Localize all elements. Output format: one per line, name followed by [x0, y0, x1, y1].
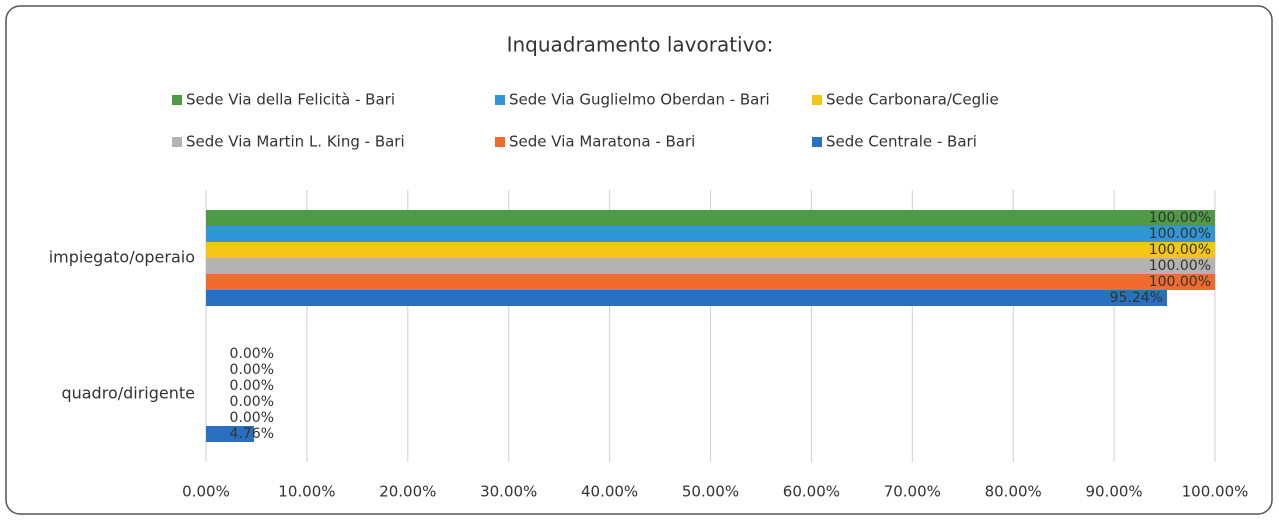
x-tick-label: 50.00% — [682, 483, 739, 501]
x-tick-label: 10.00% — [278, 483, 335, 501]
x-tick-label: 30.00% — [480, 483, 537, 501]
value-label: 100.00% — [1149, 274, 1211, 290]
value-label: 4.76% — [230, 426, 274, 442]
chart-border — [5, 5, 1273, 515]
value-label: 100.00% — [1149, 226, 1211, 242]
value-label: 0.00% — [230, 346, 274, 362]
legend-label: Sede Carbonara/Ceglie — [826, 91, 999, 109]
legend-swatch — [172, 137, 182, 147]
bar — [206, 290, 1167, 306]
y-tick-label: quadro/dirigente — [61, 384, 195, 403]
x-tick-label: 20.00% — [379, 483, 436, 501]
value-label: 0.00% — [230, 410, 274, 426]
x-tick-label: 0.00% — [182, 483, 230, 501]
x-tick-label: 90.00% — [1085, 483, 1142, 501]
value-label: 0.00% — [230, 378, 274, 394]
bar — [206, 258, 1215, 274]
legend-swatch — [812, 137, 822, 147]
x-tick-label: 80.00% — [985, 483, 1042, 501]
x-tick-label: 100.00% — [1182, 483, 1249, 501]
value-label: 100.00% — [1149, 258, 1211, 274]
x-tick-label: 70.00% — [884, 483, 941, 501]
bar — [206, 274, 1215, 290]
bar — [206, 210, 1215, 226]
legend-label: Sede Via Guglielmo Oberdan - Bari — [509, 91, 770, 109]
chart-title: Inquadramento lavorativo: — [507, 33, 774, 57]
value-label: 0.00% — [230, 362, 274, 378]
value-label: 0.00% — [230, 394, 274, 410]
legend-swatch — [812, 95, 822, 105]
bar — [206, 426, 255, 442]
value-label: 95.24% — [1110, 290, 1163, 306]
value-label: 100.00% — [1149, 242, 1211, 258]
x-tick-label: 40.00% — [581, 483, 638, 501]
legend-label: Sede Via della Felicità - Bari — [186, 91, 395, 109]
value-label: 100.00% — [1149, 210, 1211, 226]
legend-swatch — [172, 95, 182, 105]
bar — [206, 226, 1215, 242]
bar — [206, 242, 1215, 258]
legend-label: Sede Via Martin L. King - Bari — [186, 133, 405, 151]
legend-label: Sede Centrale - Bari — [826, 133, 977, 151]
legend-label: Sede Via Maratona - Bari — [509, 133, 695, 151]
y-tick-label: impiegato/operaio — [49, 248, 195, 267]
legend-swatch — [495, 137, 505, 147]
legend-swatch — [495, 95, 505, 105]
x-tick-label: 60.00% — [783, 483, 840, 501]
